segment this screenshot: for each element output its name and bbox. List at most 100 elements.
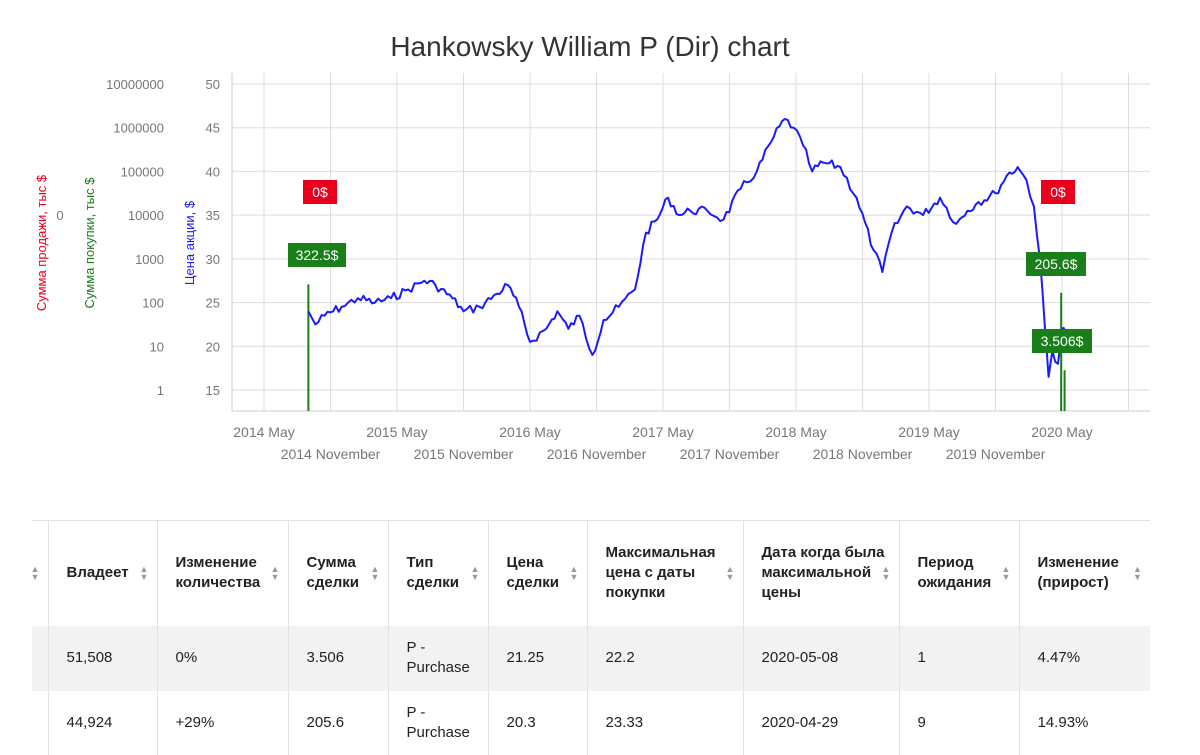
sort-icon[interactable]: ▲ ▼ [1001,564,1011,583]
x-tick-label: 2018 May [765,424,826,440]
table-cell: 23.33 [586,690,743,755]
x-tick-label: 2019 November [946,446,1046,462]
sort-icon[interactable]: ▲ ▼ [881,564,891,583]
table-cell: 20.3 [487,690,587,755]
buy-tick-label: 10000000 [106,77,164,92]
column-header-label: Тип сделки [406,554,459,592]
table-cell: 0% [156,625,288,691]
x-tick-label: 2020 May [1031,424,1092,440]
trade-label-box [1041,180,1075,204]
x-tick-label: 2018 November [813,446,913,462]
trade-label-text: 3.506$ [1041,333,1084,349]
price-tick-label: 40 [206,164,220,179]
table-cell: 22.2 [586,625,743,691]
table-cell: 2020-05-08 [742,625,899,691]
column-header[interactable]: Изменение количества ▲ ▼ [156,520,288,626]
chart-labels: 0$ 322.5$ 0$ 205.6$ 3.506$ [288,180,1092,353]
price-tick-label: 15 [206,383,220,398]
chart-grid [232,73,1150,411]
chart-svg: Hankowsky William P (Dir) chart 50 45 40 35… [34,31,1150,462]
table-cell: P - Purchase [387,690,488,755]
x-tick-label: 2015 November [414,446,514,462]
buy-tick-label: 10 [150,339,164,354]
sort-icon[interactable]: ▲ ▼ [139,564,149,583]
trade-label-text: 322.5$ [296,247,339,263]
sort-icon[interactable]: ▲ ▼ [32,564,40,583]
trade-label-text: 0$ [312,184,328,200]
insider-trades-table: ▲ ▼ Владеет ▲ ▼ Изменение количества ▲ ▼ Сумма с… [32,520,1150,755]
row-sort-header[interactable]: ▲ ▼ [32,521,48,626]
sell-tick-label: 0 [56,208,63,223]
column-header-label: Цена сделки [506,554,559,592]
column-header[interactable]: Дата когда была максимальной цены ▲ ▼ [742,520,899,626]
trade-label-text: 205.6$ [1035,256,1078,272]
column-header[interactable]: Тип сделки ▲ ▼ [387,520,488,626]
sell-axis-title: Сумма продажи, тыс $ [34,174,49,311]
price-tick-label: 20 [206,339,220,354]
buy-tick-label: 1000 [135,252,164,267]
column-header-label: Сумма сделки [306,554,359,592]
trade-label-box [303,180,337,204]
column-header-label: Изменение количества [175,554,261,592]
trade-label-text: 0$ [1050,184,1066,200]
table-cell: P - Purchase [387,625,488,691]
x-tick-label: 2016 November [547,446,647,462]
column-header-label: Владеет [66,564,129,582]
table-cell: 2020-04-29 [742,690,899,755]
table-cell: 3.506 [287,625,388,691]
table-cell: 4.47% [1018,625,1150,691]
row-spacer [32,691,48,755]
trade-label-box [288,243,346,267]
column-header-label: Максимальная цена с даты покупки [605,544,716,602]
price-line [307,118,1072,378]
table-cell: +29% [156,690,288,755]
table-cell: 51,508 [47,625,157,691]
x-tick-label: 2015 May [366,424,427,440]
table-row: 51,508 0% 3.506 P - Purchase 21.25 22.2 2020-0… [32,625,1150,691]
buy-tick-label: 100 [142,296,164,311]
column-header-label: Период ожидания [917,554,992,592]
x-tick-label: 2017 November [680,446,780,462]
table-cell: 14.93% [1018,690,1150,755]
buy-axis-title: Сумма покупки, тыс $ [82,177,97,309]
table-cell: 205.6 [287,690,388,755]
table-body: 51,508 0% 3.506 P - Purchase 21.25 22.2 2020-0… [32,625,1150,755]
column-header[interactable]: Период ожидания ▲ ▼ [898,520,1019,626]
column-header[interactable]: Цена сделки ▲ ▼ [487,520,587,626]
x-tick-label: 2017 May [632,424,693,440]
sort-icon[interactable]: ▲ ▼ [725,564,735,583]
column-header-label: Изменение (прирост) [1037,554,1119,592]
sort-icon[interactable]: ▲ ▼ [470,564,480,583]
price-tick-label: 50 [206,77,220,92]
column-header[interactable]: Сумма сделки ▲ ▼ [287,520,388,626]
x-tick-label: 2016 May [499,424,560,440]
chart-line [307,118,1072,378]
column-header[interactable]: Максимальная цена с даты покупки ▲ ▼ [586,520,743,626]
table-cell: 21.25 [487,625,587,691]
chart: Hankowsky William P (Dir) chart 50 45 40 35… [34,31,1150,462]
price-tick-label: 35 [206,208,220,223]
table-cell: 44,924 [47,690,157,755]
buy-tick-label: 10000 [128,208,164,223]
column-header-label: Дата когда была максимальной цены [761,544,885,602]
trade-label-box [1032,329,1092,353]
sort-icon[interactable]: ▲ ▼ [270,564,280,583]
price-tick-label: 45 [206,121,220,136]
buy-tick-label: 1000000 [113,121,164,136]
table-header-row: ▲ ▼ Владеет ▲ ▼ Изменение количества ▲ ▼ Сумма с… [32,520,1150,626]
x-tick-label: 2014 November [281,446,381,462]
column-header[interactable]: Изменение (прирост) ▲ ▼ [1018,520,1150,626]
sort-icon[interactable]: ▲ ▼ [370,564,380,583]
x-tick-label: 2019 May [898,424,959,440]
column-header[interactable]: Владеет ▲ ▼ [47,520,157,626]
buy-tick-label: 1 [157,383,164,398]
chart-axes: 5045403530252015100000001000000100000100… [34,73,1150,462]
sort-icon[interactable]: ▲ ▼ [569,564,579,583]
chart-bars [307,284,1066,411]
table-row: 44,924 +29% 205.6 P - Purchase 20.3 23.33 2020… [32,690,1150,755]
trade-label-box [1026,252,1086,276]
buy-tick-label: 100000 [121,164,164,179]
table-cell: 9 [898,690,1019,755]
sort-icon[interactable]: ▲ ▼ [1133,564,1142,583]
chart-title: Hankowsky William P (Dir) chart [390,31,790,62]
